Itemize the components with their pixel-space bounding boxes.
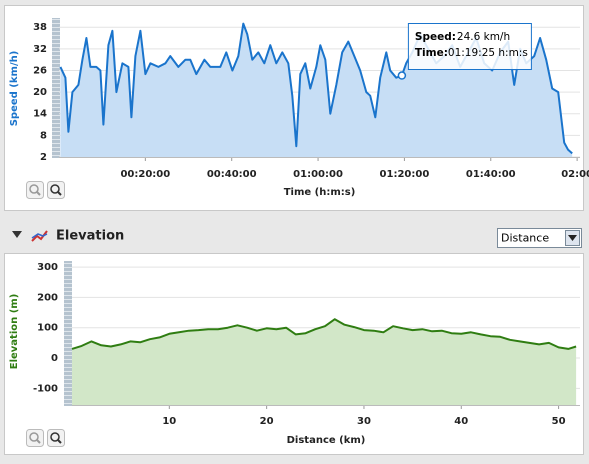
area <box>72 319 577 405</box>
y-tick-label: 8 <box>40 130 47 141</box>
x-tick-label: 01:40:00 <box>466 169 516 180</box>
zoom-in[interactable] <box>26 181 44 199</box>
x-tick-label: 10 <box>162 416 176 427</box>
dropdown-value: Distance <box>501 232 549 245</box>
y-tick-label: 2 <box>40 152 47 163</box>
range-bar <box>52 18 60 158</box>
section-title: Elevation <box>56 229 124 244</box>
tooltip-key: Speed: <box>415 31 456 43</box>
y-tick-label: 20 <box>33 87 47 98</box>
y-tick-label: 0 <box>51 353 58 364</box>
y-tick-label: 38 <box>33 22 47 33</box>
y-tick-label: 100 <box>37 323 58 334</box>
y-tick-label: 200 <box>37 292 58 303</box>
y-tick-label: 26 <box>33 65 47 76</box>
x-tick-label: 01:20:00 <box>380 169 430 180</box>
hover-marker <box>397 71 407 80</box>
range-bar <box>64 261 72 406</box>
x-axis-title: Distance (km) <box>287 435 366 446</box>
elevation-icon <box>31 230 48 242</box>
tooltip <box>407 23 532 70</box>
collapse-toggle[interactable] <box>12 231 22 238</box>
x-tick-label: 02:00 <box>561 169 589 180</box>
y-axis-title: Speed (km/h) <box>9 51 20 127</box>
tooltip-key: Time: <box>415 47 448 59</box>
x-tick-label: 20 <box>260 416 274 427</box>
x-tick-label: 00:20:00 <box>120 169 170 180</box>
y-tick-label: 300 <box>37 262 58 273</box>
y-tick-label: 32 <box>33 44 47 55</box>
x-tick-label: 30 <box>357 416 371 427</box>
line <box>71 318 577 350</box>
y-tick-label: 14 <box>33 109 47 120</box>
x-tick-label: 00:40:00 <box>207 169 257 180</box>
tooltip-value: 24.6 km/h <box>457 31 510 43</box>
zoom-out[interactable] <box>47 181 65 199</box>
y-axis-title: Elevation (m) <box>9 294 20 370</box>
dropdown[interactable]: Distance <box>497 228 582 248</box>
y-tick-label: -100 <box>33 383 58 394</box>
x-axis-title: Time (h:m:s) <box>284 187 356 198</box>
x-tick-label: 01:00:00 <box>293 169 343 180</box>
x-tick-label: 40 <box>454 416 468 427</box>
tooltip-value: 01:19:25 h:m:s <box>448 47 528 59</box>
zoom-out[interactable] <box>47 429 65 447</box>
x-tick-label: 50 <box>552 416 566 427</box>
zoom-in[interactable] <box>26 429 44 447</box>
